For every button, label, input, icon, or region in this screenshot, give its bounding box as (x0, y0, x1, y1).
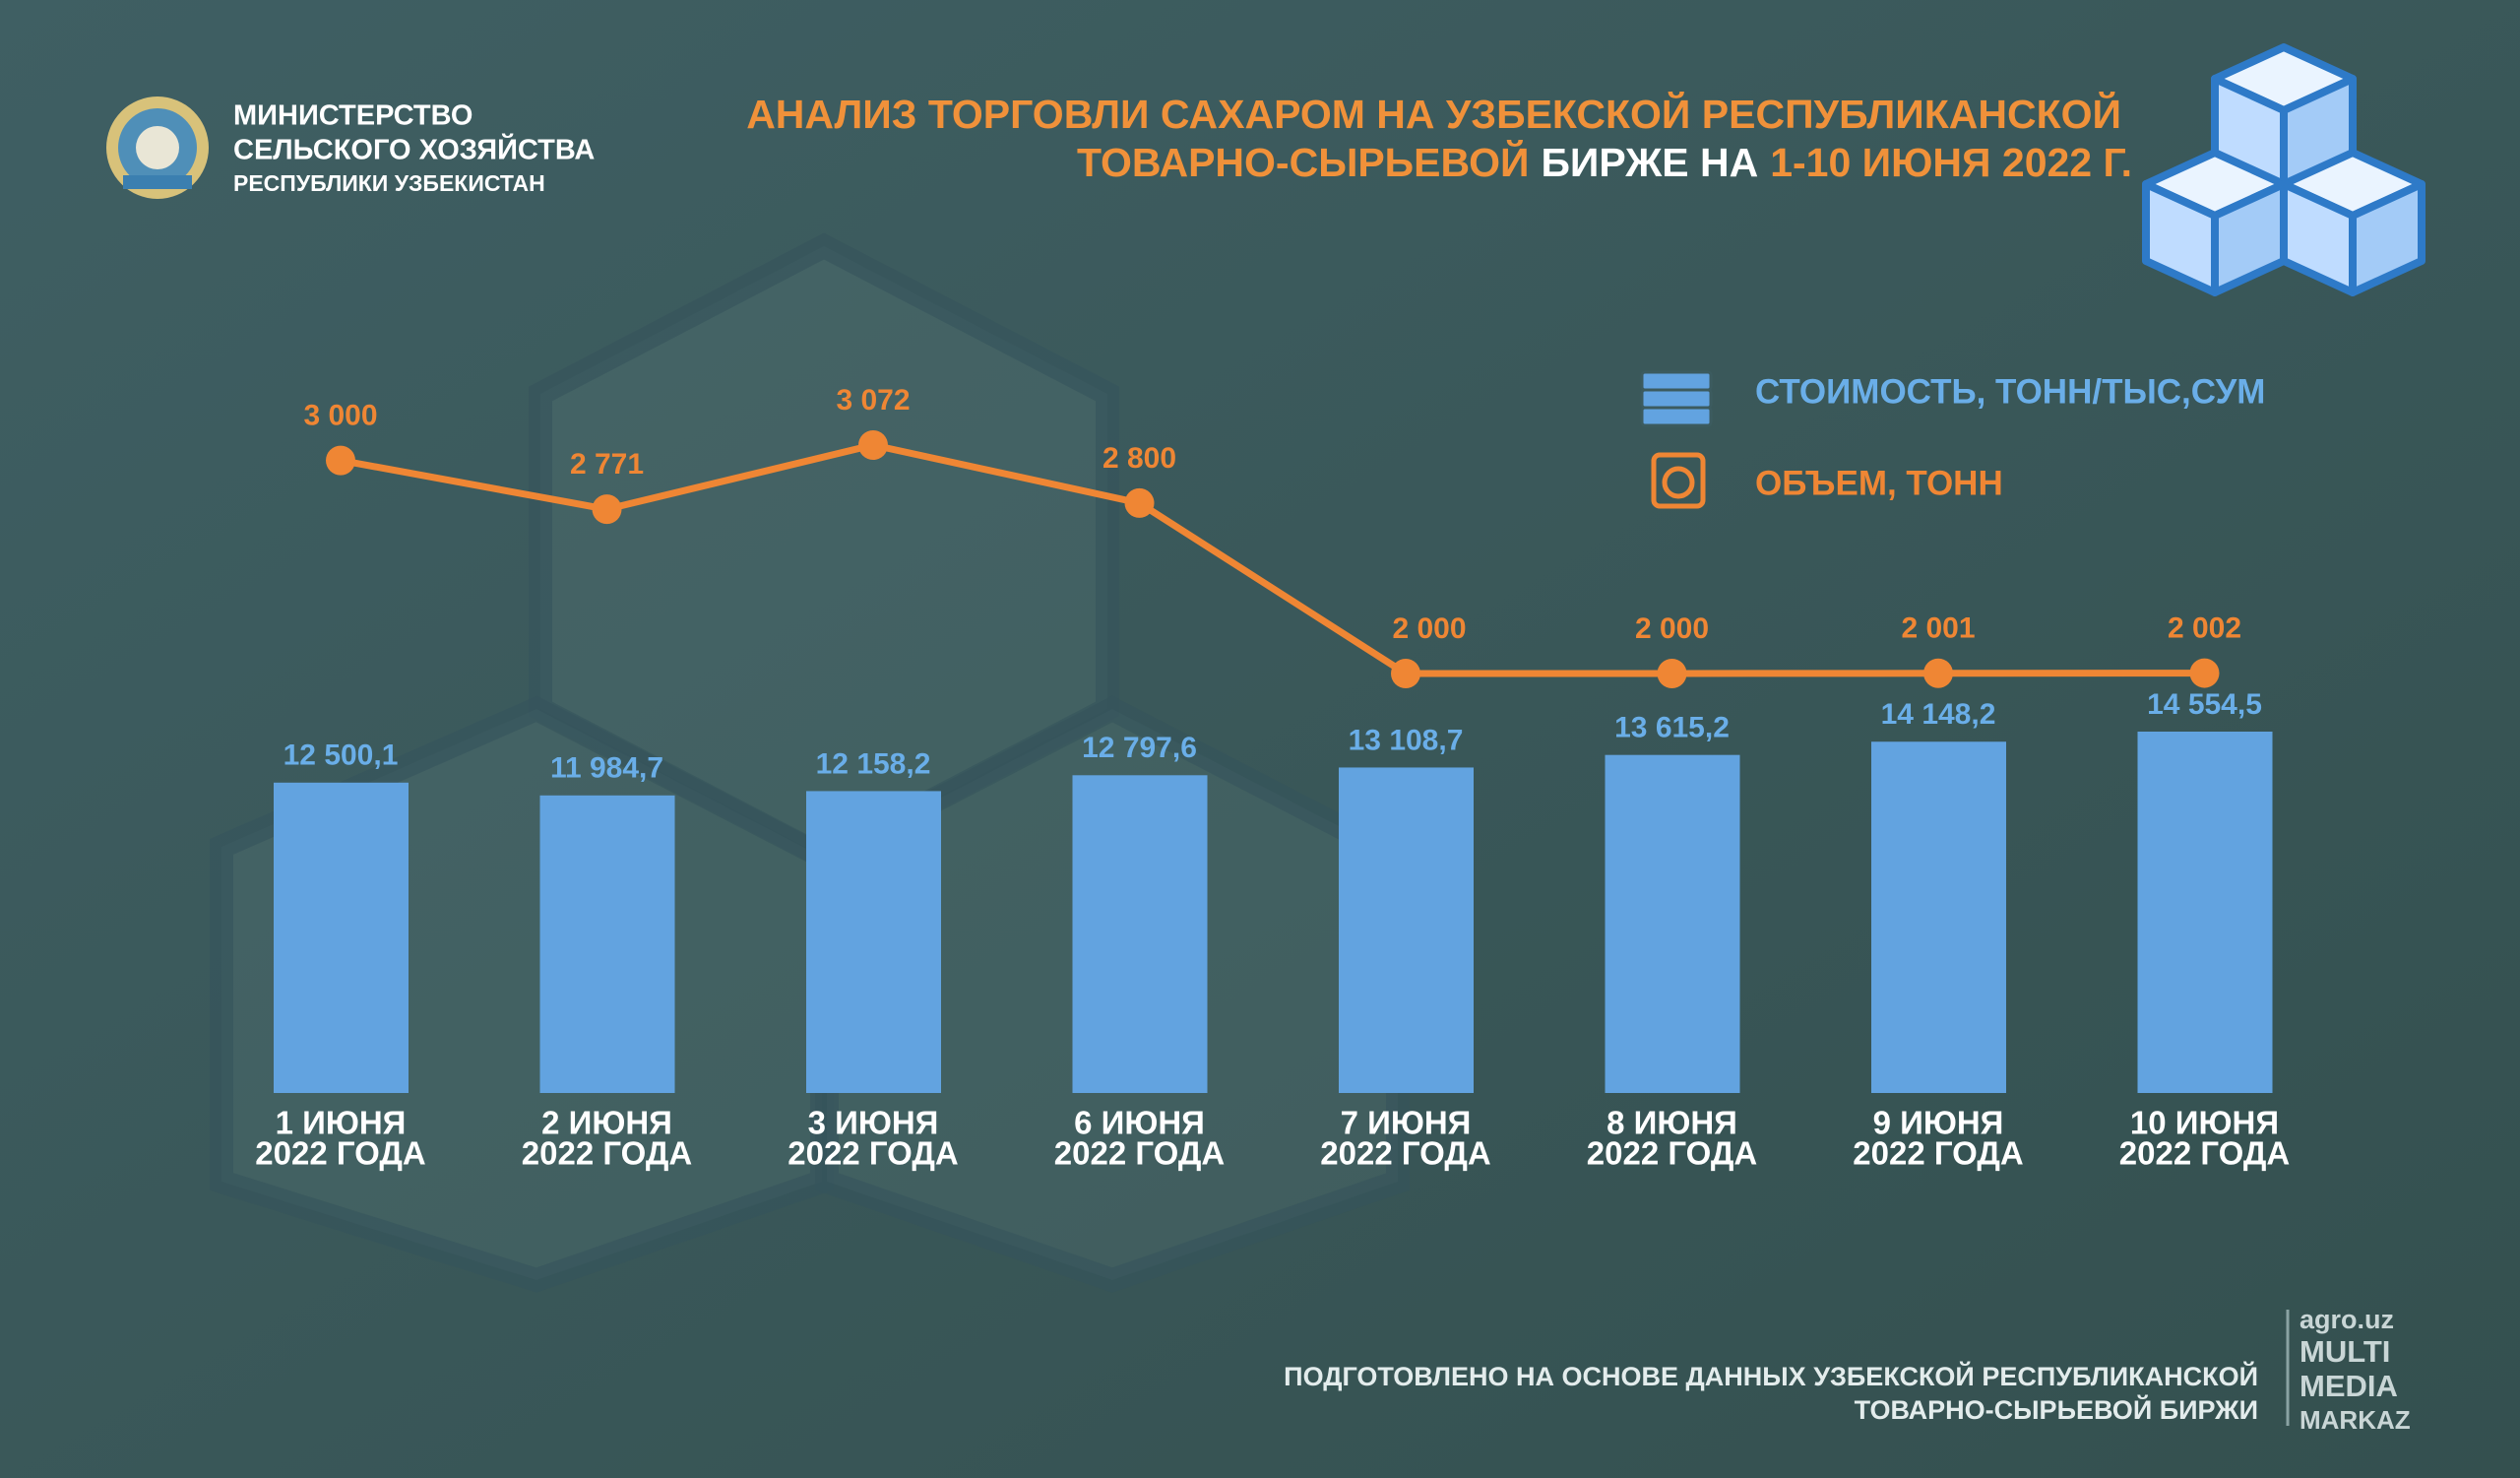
x-tick-label: 2022 ГОДА (522, 1135, 692, 1172)
value-label: 14 148,2 (1881, 698, 1996, 731)
title-line: АНАЛИЗ ТОРГОВЛИ САХАРОМ НА УЗБЕКСКОЙ РЕС… (746, 92, 2121, 137)
ministry-line: СЕЛЬСКОГО ХОЗЯЙСТВА (233, 133, 595, 166)
footer-note: ТОВАРНО-СЫРЬЕВОЙ БИРЖИ (1855, 1394, 2258, 1425)
x-tick-label: 2022 ГОДА (1587, 1135, 1757, 1172)
x-tick-label: 2022 ГОДА (788, 1135, 958, 1172)
bar (1072, 775, 1208, 1093)
value-label: 2 000 (1392, 612, 1466, 645)
value-label: 12 500,1 (284, 739, 399, 772)
value-label: 11 984,7 (550, 752, 663, 785)
point (1923, 658, 1953, 688)
legend-label: СТОИМОСТЬ, ТОНН/ТЫС,СУМ (1755, 372, 2265, 411)
value-label: 13 615,2 (1614, 712, 1730, 744)
value-label: 13 108,7 (1349, 724, 1464, 756)
x-tick-label: 2022 ГОДА (1320, 1135, 1490, 1172)
point (2189, 658, 2220, 688)
value-label: 2 000 (1635, 612, 1709, 645)
value-label: 2 002 (2168, 611, 2241, 644)
point (1391, 659, 1420, 688)
title-part: АНАЛИЗ ТОРГОВЛИ САХАРОМ НА УЗБЕКСКОЙ РЕС… (746, 92, 2121, 137)
value-label: 2 001 (1901, 612, 1975, 645)
point (1657, 659, 1687, 688)
x-tick-label: 2022 ГОДА (2119, 1135, 2290, 1172)
title-part: 1-10 ИЮНЯ 2022 Г. (1770, 140, 2132, 185)
ministry-line: РЕСПУБЛИКИ УЗБЕКИСТАН (233, 170, 545, 196)
brand: MULTI (2300, 1334, 2390, 1369)
x-tick-label: 6 ИЮНЯ (1074, 1105, 1205, 1141)
brand: MARKAZ (2300, 1405, 2411, 1435)
ministry-line: МИНИСТЕРСТВО (233, 100, 472, 132)
brand: MEDIA (2300, 1369, 2398, 1403)
emblem (106, 96, 209, 199)
money-icon (1640, 370, 1713, 427)
chart: СТОИМОСТЬ, ТОНН/ТЫС,СУМ ОБЪЕМ, ТОНН 1 ИЮНЯ… (255, 372, 2290, 1171)
x-tick-label: 2022 ГОДА (1853, 1135, 2023, 1172)
point (1124, 487, 1155, 518)
line (340, 441, 2205, 677)
value-label: 14 554,5 (2147, 688, 2262, 721)
x-tick-label: 2022 ГОДА (1054, 1135, 1225, 1172)
bar (806, 791, 941, 1093)
title-line: ТОВАРНО-СЫРЬЕВОЙ БИРЖЕ НА 1-10 ИЮНЯ 2022 Г… (1077, 140, 2132, 185)
value-label: 12 158,2 (816, 747, 931, 780)
value-label: 3 072 (836, 384, 910, 417)
x-tick-label: 1 ИЮНЯ (276, 1105, 407, 1141)
x-tick-label: 9 ИЮНЯ (1873, 1105, 2004, 1141)
value-label: 3 000 (303, 400, 377, 432)
footer-note: ПОДГОТОВЛЕНО НА ОСНОВЕ ДАННЫХ УЗБЕКСКОЙ … (1284, 1361, 2258, 1391)
x-tick-label: 3 ИЮНЯ (808, 1105, 939, 1141)
bar (2137, 732, 2273, 1093)
x-tick-label: 2 ИЮНЯ (541, 1105, 672, 1141)
value-label: 12 797,6 (1082, 732, 1197, 764)
x-tick-label: 7 ИЮНЯ (1341, 1105, 1472, 1141)
point (326, 445, 355, 476)
x-tick-label: 8 ИЮНЯ (1606, 1105, 1737, 1141)
brand: agro.uz (2300, 1305, 2394, 1334)
bar (1339, 767, 1474, 1093)
bar (274, 782, 409, 1093)
bar (539, 795, 675, 1093)
x-tick-label: 10 ИЮНЯ (2130, 1105, 2279, 1141)
sugar-cubes (2142, 43, 2426, 296)
scale-icon (1651, 452, 1706, 509)
x-tick-label: 2022 ГОДА (255, 1135, 425, 1172)
bar (1605, 754, 1740, 1093)
title-part: ТОВАРНО-СЫРЬЕВОЙ (1077, 140, 1529, 185)
title-part: БИРЖЕ НА (1541, 140, 1758, 185)
point (592, 494, 622, 525)
value-label: 2 800 (1102, 442, 1176, 475)
value-label: 2 771 (570, 448, 644, 481)
point (858, 430, 888, 460)
legend-label: ОБЪЕМ, ТОНН (1755, 464, 2003, 502)
bar (1871, 741, 2006, 1093)
